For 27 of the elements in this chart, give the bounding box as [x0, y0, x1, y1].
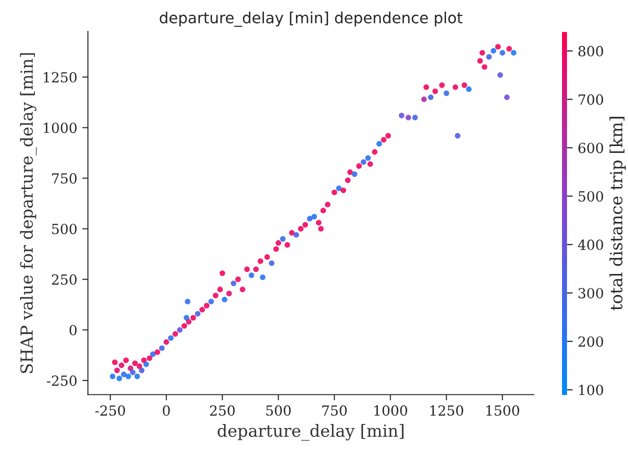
y-axis-title: SHAP value for departure_delay [min]	[20, 53, 37, 374]
x-tick-label: 0	[162, 405, 170, 416]
y-tick-label: -250	[46, 375, 77, 386]
color-bar-title: total distance trip [km]	[610, 116, 626, 310]
color-bar-label: 200	[578, 336, 604, 347]
color-bar-label: 500	[578, 191, 604, 202]
color-bar-label: 800	[578, 46, 604, 56]
color-bar-label: 700	[578, 94, 604, 105]
y-tick-label: 1250	[44, 72, 77, 83]
x-tick-label: 1000	[374, 405, 408, 416]
x-tick-label: 1250	[430, 405, 464, 416]
y-tick-label: 500	[52, 224, 77, 234]
color-bar-label: 400	[578, 240, 604, 250]
chart-title: departure_delay [min] dependence plot	[160, 12, 462, 27]
color-bar-label: 100	[579, 384, 604, 396]
color-bar-label: 600	[578, 142, 604, 154]
y-tick-label: 0	[70, 324, 77, 336]
x-axis-title: departure_delay [min]	[218, 424, 404, 441]
x-tick-label: 750	[322, 405, 347, 416]
y-tick-label: 750	[52, 173, 77, 184]
x-tick-label: 250	[210, 405, 235, 416]
y-tick-label: 1000	[44, 122, 77, 134]
x-tick-label: -250	[95, 405, 126, 416]
x-tick-label: 1500	[486, 405, 520, 416]
color-bar-label: 300	[578, 288, 604, 298]
y-tick-label: 250	[52, 274, 77, 285]
x-tick-label: 500	[266, 405, 291, 416]
